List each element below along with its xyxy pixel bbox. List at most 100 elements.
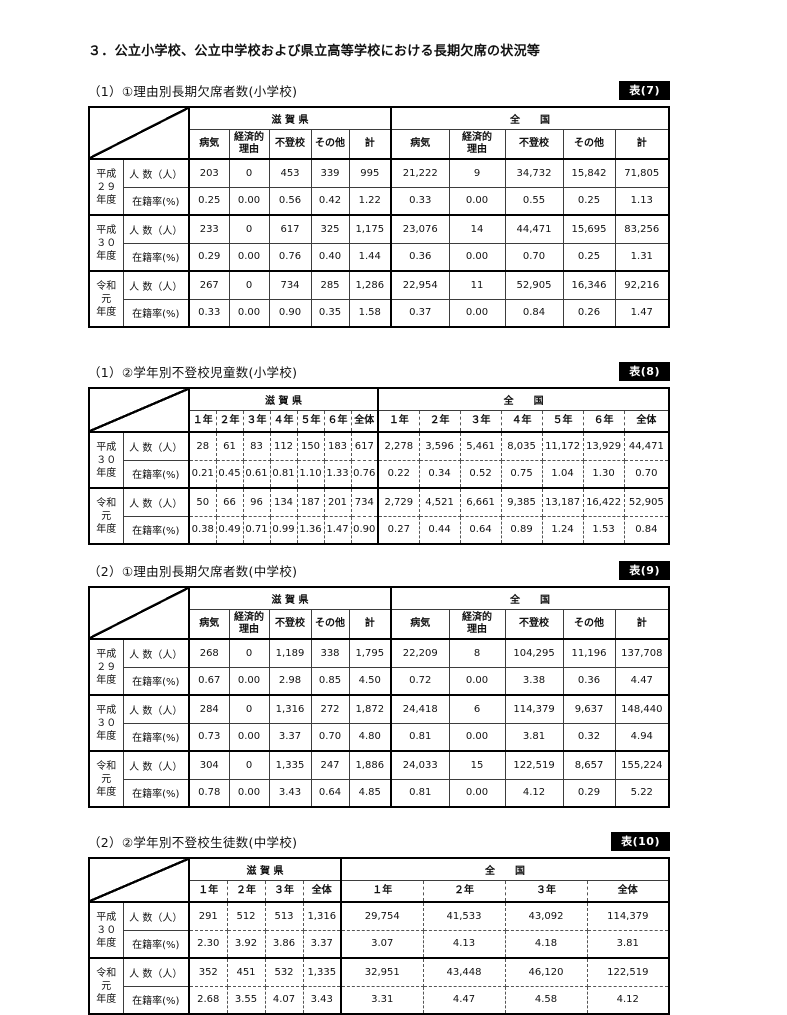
data-cell-count: 61 <box>215 431 244 461</box>
data-cell-rate: 0.29 <box>562 778 616 808</box>
column-header: 病気 <box>390 128 450 160</box>
year-header: 令和 元 年度 <box>88 750 124 808</box>
data-cell-count: 1,175 <box>348 214 392 244</box>
metric-label-rate: 在籍率(%) <box>122 186 190 216</box>
column-header: 不登校 <box>268 608 312 640</box>
region-header-shiga: 滋 賀 県 <box>187 106 392 130</box>
caption-row: （1）②学年別不登校児童数(小学校) 表(8) <box>88 362 670 381</box>
column-header: ６年 <box>582 409 625 433</box>
data-cell-rate: 0.70 <box>310 722 350 752</box>
data-cell-count: 9,637 <box>562 694 616 724</box>
data-cell-count: 71,805 <box>614 158 670 188</box>
data-cell-count: 44,471 <box>623 431 670 461</box>
column-header: 全体 <box>623 409 670 433</box>
column-header: ２年 <box>418 409 461 433</box>
column-header: ３年 <box>264 879 304 903</box>
data-cell-count: 96 <box>242 487 271 517</box>
data-cell-count: 995 <box>348 158 392 188</box>
data-cell-count: 2,278 <box>377 431 420 461</box>
data-cell-rate: 0.56 <box>268 186 312 216</box>
column-header: その他 <box>310 608 350 640</box>
data-cell-rate: 0.90 <box>350 515 379 545</box>
metric-label-rate: 在籍率(%) <box>122 242 190 272</box>
data-cell-count: 66 <box>215 487 244 517</box>
data-cell-count: 50 <box>188 487 217 517</box>
data-cell-count: 0 <box>228 750 270 780</box>
data-cell-rate: 0.22 <box>377 459 420 489</box>
metric-label-count: 人 数（人） <box>122 270 190 300</box>
data-cell-count: 1,795 <box>348 638 392 668</box>
data-cell-count: 28 <box>188 431 217 461</box>
column-header: 不登校 <box>268 128 312 160</box>
data-cell-count: 453 <box>268 158 312 188</box>
column-header: その他 <box>562 128 616 160</box>
year-header: 令和 元 年度 <box>88 487 124 545</box>
data-cell-rate: 0.73 <box>188 722 230 752</box>
data-cell-rate: 5.22 <box>614 778 670 808</box>
data-cell-rate: 3.81 <box>504 722 564 752</box>
data-cell-rate: 1.53 <box>582 515 625 545</box>
data-cell-count: 4,521 <box>418 487 461 517</box>
data-cell-count: 338 <box>310 638 350 668</box>
region-header-national: 全 国 <box>340 857 670 881</box>
column-header: １年 <box>377 409 420 433</box>
data-cell-count: 11,196 <box>562 638 616 668</box>
data-cell-rate: 1.22 <box>348 186 392 216</box>
data-cell-count: 44,471 <box>504 214 564 244</box>
table-badge: 表(10) <box>611 832 670 851</box>
data-cell-rate: 0.00 <box>448 242 506 272</box>
data-cell-count: 41,533 <box>422 901 506 931</box>
data-cell-rate: 0.00 <box>228 722 270 752</box>
data-cell-rate: 0.37 <box>390 298 450 328</box>
data-cell-rate: 4.18 <box>504 929 588 959</box>
data-cell-count: 1,316 <box>268 694 312 724</box>
data-cell-rate: 0.76 <box>268 242 312 272</box>
data-cell-rate: 0.33 <box>390 186 450 216</box>
data-cell-rate: 0.71 <box>242 515 271 545</box>
metric-label-rate: 在籍率(%) <box>122 985 190 1015</box>
data-cell-count: 1,872 <box>348 694 392 724</box>
data-cell-rate: 3.43 <box>268 778 312 808</box>
data-cell-rate: 0.27 <box>377 515 420 545</box>
data-cell-count: 9 <box>448 158 506 188</box>
data-cell-rate: 3.92 <box>226 929 266 959</box>
data-cell-rate: 0.70 <box>623 459 670 489</box>
column-header: 計 <box>614 128 670 160</box>
column-header: 全体 <box>350 409 379 433</box>
page-title: ３．公立小学校、公立中学校および県立高等学校における長期欠席の状況等 <box>88 44 541 59</box>
data-cell-count: 0 <box>228 214 270 244</box>
caption-row: （2）②学年別不登校生徒数(中学校) 表(10) <box>88 832 670 851</box>
data-cell-count: 122,519 <box>586 957 670 987</box>
data-cell-rate: 2.68 <box>188 985 228 1015</box>
data-cell-count: 16,422 <box>582 487 625 517</box>
column-header: １年 <box>188 879 228 903</box>
table-section-8: （1）②学年別不登校児童数(小学校) 表(8) 滋 賀 県全 国 １年 ２年 ３年 ４年… <box>88 362 671 545</box>
data-cell-rate: 4.47 <box>614 666 670 696</box>
data-cell-rate: 1.33 <box>323 459 352 489</box>
data-cell-count: 532 <box>264 957 304 987</box>
metric-label-count: 人 数（人） <box>122 158 190 188</box>
data-cell-count: 16,346 <box>562 270 616 300</box>
data-cell-rate: 0.32 <box>562 722 616 752</box>
data-cell-rate: 4.07 <box>264 985 304 1015</box>
data-cell-count: 29,754 <box>340 901 424 931</box>
data-cell-rate: 0.26 <box>562 298 616 328</box>
data-cell-count: 6 <box>448 694 506 724</box>
data-cell-rate: 0.44 <box>418 515 461 545</box>
data-cell-rate: 0.00 <box>228 778 270 808</box>
data-cell-rate: 0.81 <box>269 459 298 489</box>
data-cell-rate: 0.00 <box>228 298 270 328</box>
data-cell-rate: 0.52 <box>459 459 502 489</box>
region-header-national: 全 国 <box>390 586 670 610</box>
data-cell-rate: 0.81 <box>390 778 450 808</box>
data-cell-rate: 3.38 <box>504 666 564 696</box>
data-cell-rate: 0.25 <box>562 186 616 216</box>
data-cell-rate: 0.33 <box>188 298 230 328</box>
data-cell-rate: 0.21 <box>188 459 217 489</box>
data-cell-rate: 0.00 <box>228 186 270 216</box>
data-cell-count: 83 <box>242 431 271 461</box>
metric-label-count: 人 数（人） <box>122 694 190 724</box>
column-header: 不登校 <box>504 128 564 160</box>
data-cell-rate: 0.61 <box>242 459 271 489</box>
